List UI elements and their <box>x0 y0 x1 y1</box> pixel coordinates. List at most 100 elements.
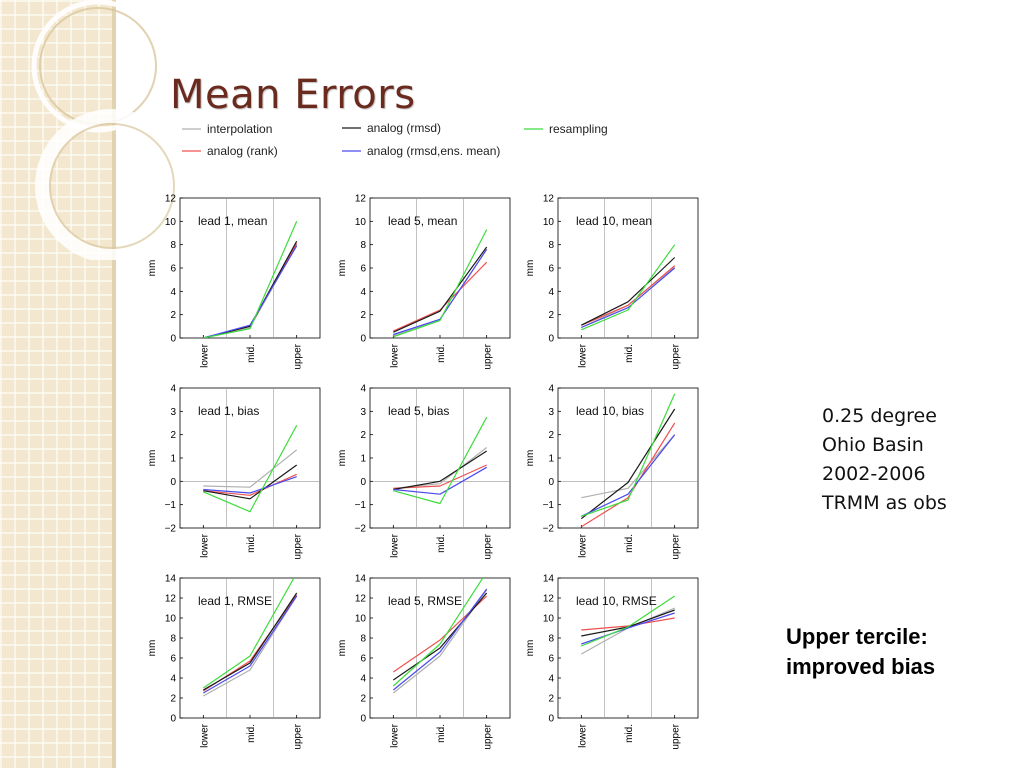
x-tick-label: upper <box>483 723 494 749</box>
series-line-resampling <box>203 425 298 513</box>
y-axis-label: mm <box>148 450 158 467</box>
y-tick-label: −1 <box>355 500 367 511</box>
y-tick-label: 6 <box>170 654 176 665</box>
y-tick-label: 12 <box>165 194 177 205</box>
x-tick-label: lower <box>199 343 210 368</box>
x-tick-label: lower <box>577 533 588 558</box>
x-tick-label: upper <box>671 533 682 559</box>
info-line-basin: Ohio Basin <box>822 434 924 456</box>
chart-panel-lead-10-bias: −2 −1 0 1 2 3 4 mm lower mid. upper lead 10, bias <box>525 384 699 560</box>
y-tick-label: 14 <box>165 574 177 585</box>
y-axis-label: mm <box>525 260 536 277</box>
series-line-analog-rank <box>581 265 676 326</box>
panel-label: lead 10, mean <box>576 214 652 228</box>
series-line-analog-rmsd <box>393 246 488 333</box>
x-tick-label: lower <box>199 533 210 558</box>
x-tick-label: mid. <box>624 534 635 553</box>
chart-panel-lead-5-rmse: 0 2 4 6 8 10 12 14 mm lower mid. upper lead 5, RMSE <box>337 574 511 750</box>
y-tick-label: 6 <box>360 264 366 275</box>
series-line-analog-rmsd <box>581 257 676 326</box>
series-line-analog-rmsd-ens-mean <box>581 612 675 645</box>
sidebar-edge <box>112 0 116 768</box>
y-tick-label: 2 <box>360 310 366 321</box>
x-tick-label: upper <box>671 723 682 749</box>
y-tick-label: 6 <box>170 264 176 275</box>
series-line-analog-rmsd-ens-mean <box>203 245 298 338</box>
y-tick-label: 1 <box>360 454 366 465</box>
y-axis-label: mm <box>525 640 536 657</box>
y-tick-label: 10 <box>165 217 177 228</box>
y-tick-label: 8 <box>360 634 366 645</box>
series-line-analog-rmsd <box>203 464 298 500</box>
panel-label: lead 1, RMSE <box>198 594 272 608</box>
plot-area <box>369 197 511 339</box>
x-tick-label: mid. <box>436 724 447 743</box>
x-tick-label: upper <box>483 533 494 559</box>
plot-area <box>179 387 321 529</box>
y-tick-label: 0 <box>360 334 366 345</box>
y-tick-label: 4 <box>548 287 554 298</box>
x-tick-label: mid. <box>246 344 257 363</box>
series-line-resampling <box>393 416 488 505</box>
panel-label: lead 10, RMSE <box>576 594 657 608</box>
plot-area <box>557 577 699 719</box>
series-line-interpolation <box>581 434 676 499</box>
series-line-analog-rmsd-ens-mean <box>393 466 487 495</box>
y-tick-label: −1 <box>543 500 555 511</box>
y-tick-label: 12 <box>355 194 367 205</box>
series-line-resampling <box>581 244 676 331</box>
note-block: Upper tercile: improved bias <box>786 622 935 682</box>
x-tick-label: lower <box>577 723 588 748</box>
x-tick-label: mid. <box>436 534 447 553</box>
series-line-analog-rmsd <box>393 450 488 491</box>
y-tick-label: 12 <box>543 594 555 605</box>
y-tick-label: 10 <box>543 217 555 228</box>
info-line-resolution: 0.25 degree <box>822 405 937 427</box>
plot-area <box>369 387 511 529</box>
decorative-circles <box>31 0 189 260</box>
panel-label: lead 1, mean <box>198 214 267 228</box>
info-line-observations: TRMM as obs <box>822 492 947 514</box>
plot-area <box>557 387 699 529</box>
series-line-interpolation <box>203 449 298 488</box>
panel-label: lead 5, RMSE <box>388 594 462 608</box>
y-tick-label: 0 <box>170 714 176 725</box>
y-tick-label: 3 <box>548 407 554 418</box>
x-tick-label: mid. <box>624 724 635 743</box>
series-line-analog-rmsd <box>392 592 488 681</box>
series-group <box>393 416 488 505</box>
y-axis-label: mm <box>337 260 348 277</box>
y-tick-label: 8 <box>170 240 176 251</box>
y-axis-label: mm <box>337 640 348 657</box>
series-group <box>392 578 488 694</box>
y-tick-label: 10 <box>355 217 367 228</box>
series-line-analog-rank <box>203 473 297 496</box>
y-tick-label: 0 <box>548 334 554 345</box>
x-tick-label: upper <box>293 533 304 559</box>
series-group <box>581 595 676 655</box>
series-line-resampling <box>581 595 676 647</box>
x-tick-label: lower <box>389 343 400 368</box>
y-tick-label: −2 <box>543 524 555 535</box>
series-group <box>581 244 676 331</box>
legend-label: resampling <box>549 122 608 136</box>
y-tick-label: 4 <box>548 384 554 395</box>
y-tick-label: 10 <box>355 614 367 625</box>
series-line-interpolation <box>203 595 298 697</box>
y-tick-label: 14 <box>355 574 367 585</box>
plot-area <box>179 577 321 719</box>
legend: interpolation analog (rmsd) resampling anal… <box>182 121 608 158</box>
y-tick-label: 2 <box>548 430 554 441</box>
x-tick-label: lower <box>389 533 400 558</box>
slide-title: Mean Errors <box>170 72 416 118</box>
y-tick-label: 2 <box>360 430 366 441</box>
series-line-analog-rmsd <box>202 592 298 691</box>
legend-label: analog (rmsd,ens. mean) <box>367 144 500 158</box>
series-line-analog-rank <box>580 422 676 528</box>
series-line-resampling <box>581 393 676 517</box>
y-tick-label: 2 <box>170 430 176 441</box>
info-line-period: 2002-2006 <box>822 463 926 485</box>
y-axis-label: mm <box>525 450 536 467</box>
y-tick-label: 12 <box>165 594 177 605</box>
series-line-analog-rmsd-ens-mean <box>581 267 676 329</box>
